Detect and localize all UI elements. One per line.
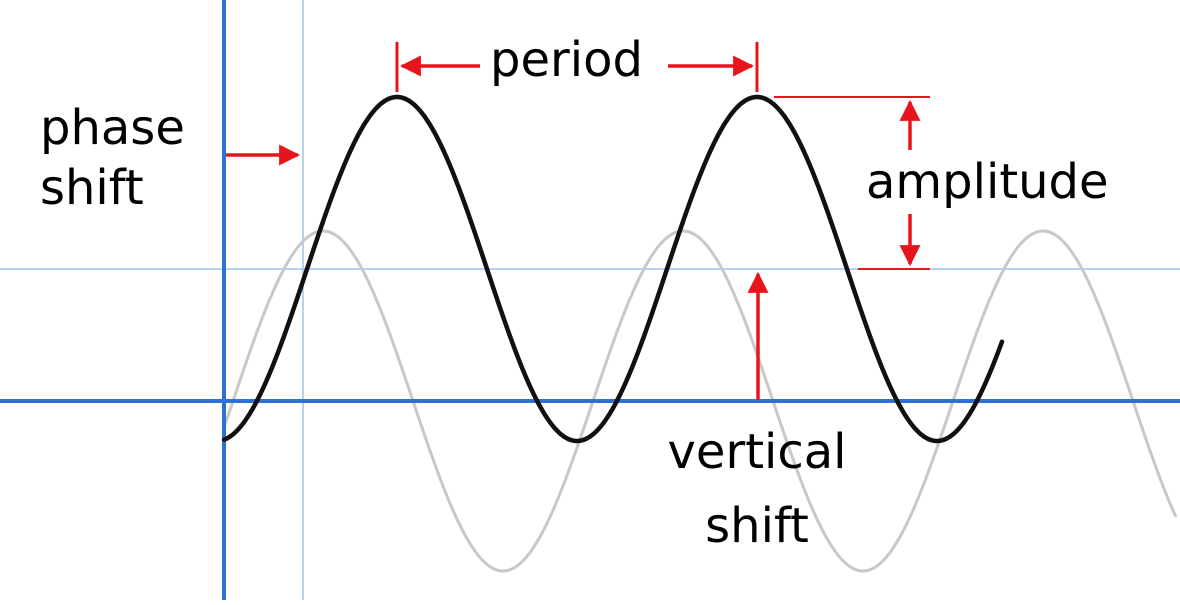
phase-shift-label: phase shift [40, 98, 230, 218]
period-label: period [486, 36, 647, 84]
amplitude-label: amplitude [862, 158, 1113, 206]
transformed-sine-curve [221, 94, 1005, 444]
reference-sine-curve [222, 229, 1178, 573]
vertical-shift-label-line2: shift [705, 498, 809, 554]
phase-shift-label-line1: phase [40, 100, 185, 156]
vertical-shift-label: vertical shift [648, 415, 866, 563]
vertical-shift-label-line1: vertical [667, 424, 847, 480]
phase-shift-label-line2: shift [40, 160, 144, 216]
